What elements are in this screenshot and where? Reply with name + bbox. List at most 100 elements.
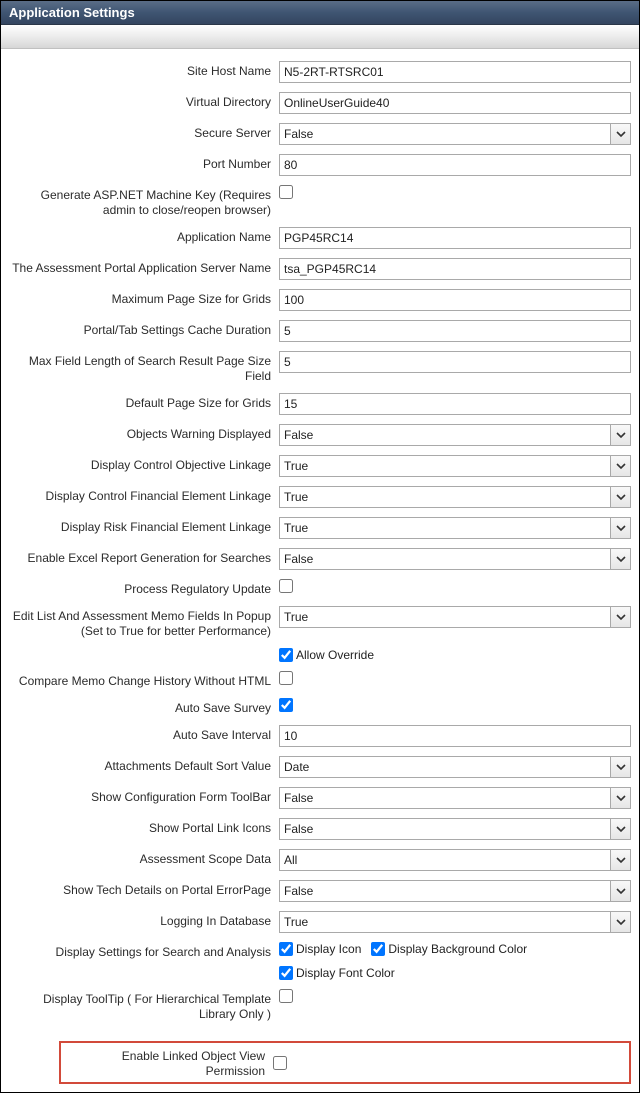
label-show-config-toolbar: Show Configuration Form ToolBar [9, 787, 279, 805]
label-objects-warning: Objects Warning Displayed [9, 424, 279, 442]
row-default-page-size: Default Page Size for Grids [9, 393, 631, 415]
row-objects-warning: Objects Warning Displayed False [9, 424, 631, 446]
input-virtual-directory[interactable] [279, 92, 631, 114]
row-application-name: Application Name [9, 227, 631, 249]
row-display-ctrl-obj-link: Display Control Objective Linkage True [9, 455, 631, 477]
checkbox-display-bg-color[interactable] [371, 942, 385, 956]
chevron-down-icon [610, 912, 630, 932]
select-display-risk-fin-link[interactable]: True [279, 517, 631, 539]
chevron-down-icon [610, 819, 630, 839]
chevron-down-icon [610, 850, 630, 870]
select-value-display-ctrl-obj-link: True [284, 459, 308, 473]
checkbox-display-font-color[interactable] [279, 966, 293, 980]
label-port-number: Port Number [9, 154, 279, 172]
label-display-tooltip: Display ToolTip ( For Hierarchical Templ… [9, 989, 279, 1022]
select-value-logging-in-db: True [284, 915, 308, 929]
select-show-tech-details[interactable]: False [279, 880, 631, 902]
chevron-down-icon [610, 487, 630, 507]
label-attachments-sort: Attachments Default Sort Value [9, 756, 279, 774]
checkbox-enable-linked-obj-perm[interactable] [273, 1056, 287, 1070]
label-allow-override-empty [9, 648, 279, 651]
row-allow-override: Allow Override [9, 648, 631, 662]
input-port-number[interactable] [279, 154, 631, 176]
select-show-config-toolbar[interactable]: False [279, 787, 631, 809]
chevron-down-icon [610, 549, 630, 569]
select-value-display-ctrl-fin-link: True [284, 490, 308, 504]
checkbox-display-tooltip[interactable] [279, 989, 293, 1003]
label-show-portal-link-icons: Show Portal Link Icons [9, 818, 279, 836]
checkbox-auto-save-survey[interactable] [279, 698, 293, 712]
select-display-ctrl-fin-link[interactable]: True [279, 486, 631, 508]
select-objects-warning[interactable]: False [279, 424, 631, 446]
label-site-host-name: Site Host Name [9, 61, 279, 79]
label-assessment-scope: Assessment Scope Data [9, 849, 279, 867]
label-display-icon: Display Icon [296, 942, 361, 956]
row-max-field-length: Max Field Length of Search Result Page S… [9, 351, 631, 384]
label-display-search-analysis: Display Settings for Search and Analysis [9, 942, 279, 960]
input-max-field-length[interactable] [279, 351, 631, 373]
row-display-ctrl-fin-link: Display Control Financial Element Linkag… [9, 486, 631, 508]
label-secure-server: Secure Server [9, 123, 279, 141]
label-display-font-color: Display Font Color [296, 966, 395, 980]
settings-form: Site Host Name Virtual Directory Secure … [1, 49, 639, 1039]
select-value-enable-excel-report: False [284, 552, 313, 566]
label-display-risk-fin-link: Display Risk Financial Element Linkage [9, 517, 279, 535]
row-max-page-size: Maximum Page Size for Grids [9, 289, 631, 311]
label-default-page-size: Default Page Size for Grids [9, 393, 279, 411]
label-auto-save-interval: Auto Save Interval [9, 725, 279, 743]
select-value-show-tech-details: False [284, 884, 313, 898]
select-secure-server[interactable]: False [279, 123, 631, 145]
select-attachments-sort[interactable]: Date [279, 756, 631, 778]
select-enable-excel-report[interactable]: False [279, 548, 631, 570]
checkbox-process-reg-update[interactable] [279, 579, 293, 593]
row-auto-save-interval: Auto Save Interval [9, 725, 631, 747]
row-display-tooltip: Display ToolTip ( For Hierarchical Templ… [9, 989, 631, 1022]
select-value-show-portal-link-icons: False [284, 822, 313, 836]
input-portal-cache-duration[interactable] [279, 320, 631, 342]
select-edit-list-memo-popup[interactable]: True [279, 606, 631, 628]
row-portal-cache-duration: Portal/Tab Settings Cache Duration [9, 320, 631, 342]
row-generate-machine-key: Generate ASP.NET Machine Key (Requires a… [9, 185, 631, 218]
label-generate-machine-key: Generate ASP.NET Machine Key (Requires a… [9, 185, 279, 218]
inline-display-bg-color: Display Background Color [371, 942, 527, 956]
row-logging-in-db: Logging In Database True [9, 911, 631, 933]
row-enable-excel-report: Enable Excel Report Generation for Searc… [9, 548, 631, 570]
checkbox-allow-override[interactable] [279, 648, 293, 662]
chevron-down-icon [610, 881, 630, 901]
select-assessment-scope[interactable]: All [279, 849, 631, 871]
chevron-down-icon [610, 425, 630, 445]
chevron-down-icon [610, 607, 630, 627]
input-application-name[interactable] [279, 227, 631, 249]
chevron-down-icon [610, 757, 630, 777]
select-value-attachments-sort: Date [284, 760, 309, 774]
input-max-page-size[interactable] [279, 289, 631, 311]
input-default-page-size[interactable] [279, 393, 631, 415]
select-logging-in-db[interactable]: True [279, 911, 631, 933]
checkbox-generate-machine-key[interactable] [279, 185, 293, 199]
chevron-down-icon [610, 788, 630, 808]
inline-display-font-color: Display Font Color [279, 966, 395, 980]
checkbox-display-icon[interactable] [279, 942, 293, 956]
input-auto-save-interval[interactable] [279, 725, 631, 747]
row-virtual-directory: Virtual Directory [9, 92, 631, 114]
select-value-assessment-scope: All [284, 853, 297, 867]
select-show-portal-link-icons[interactable]: False [279, 818, 631, 840]
label-display-ctrl-obj-link: Display Control Objective Linkage [9, 455, 279, 473]
label-auto-save-survey: Auto Save Survey [9, 698, 279, 716]
select-value-show-config-toolbar: False [284, 791, 313, 805]
input-assessment-server-name[interactable] [279, 258, 631, 280]
row-show-config-toolbar: Show Configuration Form ToolBar False [9, 787, 631, 809]
settings-panel: Application Settings Site Host Name Virt… [0, 0, 640, 1093]
label-enable-excel-report: Enable Excel Report Generation for Searc… [9, 548, 279, 566]
input-site-host-name[interactable] [279, 61, 631, 83]
row-show-tech-details: Show Tech Details on Portal ErrorPage Fa… [9, 880, 631, 902]
row-show-portal-link-icons: Show Portal Link Icons False [9, 818, 631, 840]
inline-allow-override: Allow Override [279, 648, 374, 662]
row-secure-server: Secure Server False [9, 123, 631, 145]
row-enable-linked-obj-perm-highlighted: Enable Linked Object View Permission [59, 1041, 631, 1084]
label-application-name: Application Name [9, 227, 279, 245]
select-display-ctrl-obj-link[interactable]: True [279, 455, 631, 477]
label-max-field-length: Max Field Length of Search Result Page S… [9, 351, 279, 384]
checkbox-compare-memo-history[interactable] [279, 671, 293, 685]
panel-title: Application Settings [1, 1, 639, 25]
